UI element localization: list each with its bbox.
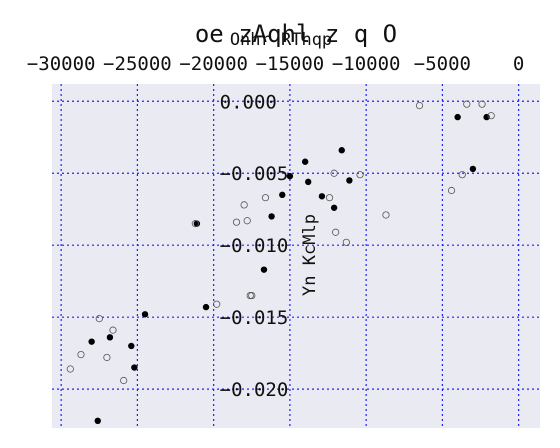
y-tick-label: 0.000 — [220, 91, 277, 113]
y-tick-label: −0.010 — [220, 235, 289, 257]
data-points — [66, 100, 495, 425]
data-point — [286, 172, 294, 180]
data-point — [332, 228, 340, 236]
data-point — [213, 300, 221, 308]
x-axis-label: Onhr RThqp — [230, 30, 332, 50]
data-point — [193, 220, 201, 227]
data-point — [330, 169, 338, 177]
x-tick-label: −10000 — [332, 53, 401, 75]
data-point — [128, 342, 135, 350]
data-point — [415, 101, 424, 110]
data-point — [103, 353, 111, 362]
data-point — [141, 311, 149, 318]
x-tick-label: −30000 — [27, 53, 96, 75]
y-axis-ticks: 0.000 −0.005 −0.010 −0.015 −0.020 — [220, 91, 289, 401]
data-point — [478, 100, 486, 108]
x-tick-label: −25000 — [103, 53, 172, 75]
x-tick-label: −20000 — [179, 53, 248, 75]
x-axis-ticks: −30000 −25000 −20000 −15000 −10000 −5000 0 — [27, 53, 525, 75]
chart-title: oe zAqhl z q O — [195, 20, 397, 48]
plot-area — [52, 84, 540, 428]
data-point — [318, 193, 326, 200]
data-point — [342, 238, 350, 246]
data-point — [248, 291, 256, 300]
data-point — [120, 376, 128, 385]
data-point — [95, 315, 103, 323]
data-point — [325, 194, 334, 202]
data-point — [77, 350, 85, 359]
data-point — [356, 171, 364, 179]
y-axis-label: Yn KcMlp — [300, 214, 320, 296]
data-point — [463, 100, 471, 108]
data-point — [94, 417, 101, 425]
data-point — [191, 220, 199, 228]
data-point — [109, 326, 117, 334]
data-point — [483, 113, 490, 121]
y-tick-label: −0.020 — [220, 379, 289, 401]
data-point — [330, 204, 338, 211]
data-point — [261, 194, 270, 202]
grid — [52, 84, 540, 428]
data-point — [202, 303, 210, 311]
data-point — [382, 211, 390, 219]
data-point — [243, 217, 251, 225]
data-point — [301, 158, 309, 165]
data-point — [106, 334, 114, 341]
y-tick-label: −0.005 — [220, 163, 289, 185]
data-point — [458, 171, 466, 179]
x-tick-label: −15000 — [256, 53, 325, 75]
data-point — [232, 218, 241, 226]
data-point — [454, 113, 461, 121]
x-tick-label: −5000 — [414, 53, 471, 75]
data-point — [240, 201, 248, 209]
data-point — [487, 112, 495, 120]
data-point — [305, 178, 312, 186]
data-point — [268, 213, 275, 220]
data-point — [131, 364, 138, 371]
data-point — [346, 177, 353, 184]
y-tick-label: −0.015 — [220, 307, 289, 329]
data-point — [469, 165, 477, 173]
data-point — [66, 365, 74, 373]
data-point — [279, 191, 286, 199]
x-tick-label: 0 — [513, 53, 524, 75]
data-point — [260, 266, 268, 273]
data-point — [88, 338, 95, 345]
data-point — [447, 186, 456, 195]
data-point — [338, 147, 345, 154]
